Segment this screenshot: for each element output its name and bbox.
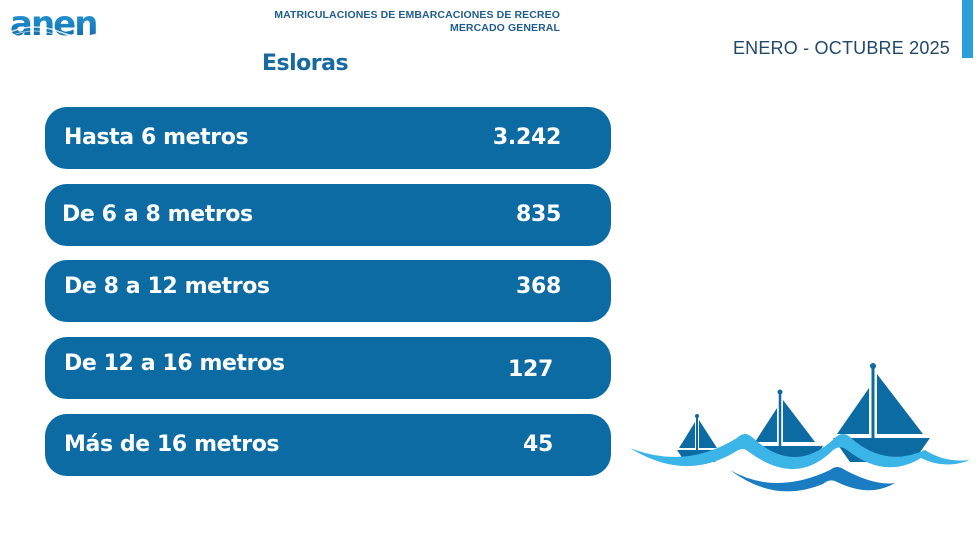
row-label: De 8 a 12 metros xyxy=(64,274,270,299)
row-value: 127 xyxy=(507,357,553,382)
list-item: Más de 16 metros 45 xyxy=(45,414,611,476)
row-label: De 6 a 8 metros xyxy=(62,202,253,227)
row-value: 3.242 xyxy=(492,125,561,150)
logo-wave-icon xyxy=(10,26,105,41)
list-item: Hasta 6 metros 3.242 xyxy=(45,107,611,169)
row-value: 45 xyxy=(522,432,553,457)
accent-bar xyxy=(962,0,973,58)
report-header: MATRICULACIONES DE EMBARCACIONES DE RECR… xyxy=(274,9,560,35)
row-value: 835 xyxy=(515,202,561,227)
sailboats-on-waves-icon xyxy=(630,363,970,492)
logo-text: anen xyxy=(10,4,98,44)
section-title: Esloras xyxy=(262,51,349,76)
anen-logo: anen xyxy=(10,4,105,44)
row-label: Hasta 6 metros xyxy=(64,125,249,150)
row-label: Más de 16 metros xyxy=(64,432,280,457)
list-item: De 8 a 12 metros 368 xyxy=(45,260,611,322)
period-label: ENERO - OCTUBRE 2025 xyxy=(732,38,950,58)
list-item: De 12 a 16 metros 127 xyxy=(45,337,611,399)
header-line-1: MATRICULACIONES DE EMBARCACIONES DE RECR… xyxy=(274,9,560,21)
header-line-2: MERCADO GENERAL xyxy=(449,22,560,34)
list-item: De 6 a 8 metros 835 xyxy=(45,184,611,246)
row-value: 368 xyxy=(515,274,561,299)
row-label: De 12 a 16 metros xyxy=(64,351,285,376)
